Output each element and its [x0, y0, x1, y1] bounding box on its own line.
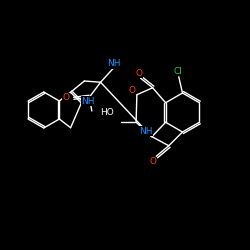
- Text: O: O: [63, 94, 70, 102]
- Text: O: O: [150, 157, 157, 166]
- Text: O: O: [135, 69, 142, 78]
- Text: HO: HO: [100, 108, 114, 117]
- Text: NH: NH: [82, 96, 95, 106]
- Text: O: O: [128, 86, 135, 95]
- Text: NH: NH: [108, 60, 121, 68]
- Text: Cl: Cl: [173, 67, 182, 76]
- Text: NH: NH: [139, 127, 152, 136]
